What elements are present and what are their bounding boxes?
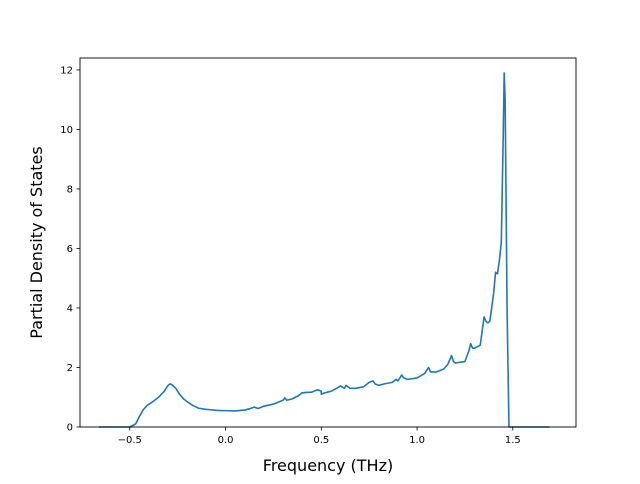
y-tick-label: 10 — [60, 125, 73, 136]
x-tick-label: 0.5 — [313, 435, 329, 446]
series-layer — [98, 72, 550, 428]
y-tick-label: 8 — [67, 185, 73, 196]
series-line-0 — [98, 72, 550, 428]
x-tick-label: 0.0 — [218, 435, 234, 446]
y-tick-label: 2 — [67, 363, 73, 374]
x-axis: −0.5 0.0 0.5 1.0 1.5 — [118, 427, 521, 446]
x-tick-label: −0.5 — [118, 435, 142, 446]
x-tick-label: 1.5 — [505, 435, 521, 446]
y-tick-label: 6 — [67, 244, 73, 255]
y-tick-label: 12 — [60, 66, 73, 77]
x-tick-label: 1.0 — [409, 435, 425, 446]
y-tick-label: 4 — [67, 304, 73, 315]
x-axis-title: Frequency (THz) — [263, 456, 393, 475]
y-axis-title: Partial Density of States — [27, 146, 46, 338]
plot-frame — [79, 57, 577, 428]
y-tick-label: 0 — [67, 423, 73, 434]
y-axis: 0 2 4 6 8 10 12 — [60, 66, 80, 434]
